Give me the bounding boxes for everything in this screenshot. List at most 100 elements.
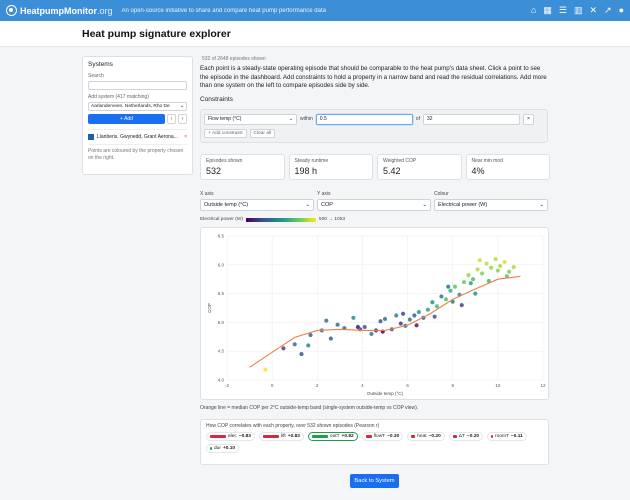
remove-system-button[interactable]: × (184, 134, 187, 140)
search-label: Search (88, 73, 104, 79)
data-point (443, 297, 449, 302)
brand-tld: .org (97, 5, 113, 16)
correlation-bar (452, 435, 457, 438)
data-point (263, 367, 268, 372)
correlation-value: −0.20 (466, 434, 480, 439)
data-point (425, 307, 431, 313)
main-content: 532 of 2648 episodes shown Each point is… (200, 56, 550, 106)
clear-constraints-button[interactable]: Clear all (249, 129, 276, 138)
data-point (414, 322, 419, 328)
data-point (411, 313, 417, 318)
y-tick-label: 5.0 (218, 320, 225, 325)
colour-value: Electrical power (W) (438, 202, 488, 208)
data-point (382, 316, 388, 322)
remove-constraint-button[interactable]: × (522, 113, 534, 125)
system-list-item[interactable]: Llanberis, Gwynedd, Grant Aerona... × (88, 129, 187, 140)
constraint-field-select[interactable]: Flow temp (°C) ⌄ (204, 113, 297, 125)
data-point (416, 309, 422, 315)
scatter-plot[interactable]: -2 0 2 4 6 8 10 12 4.0 4.5 5.0 5.5 6.0 6.5 Outside tem… (201, 228, 550, 401)
correlation-value: +0.83 (287, 434, 300, 439)
data-point (407, 317, 413, 322)
intro-text: Each point is a steady-state operating e… (200, 65, 547, 89)
chevron-down-icon: ⌄ (288, 116, 293, 122)
data-point (305, 343, 311, 348)
constraint-width-input[interactable]: 0.5 (315, 113, 413, 125)
trend-icon[interactable]: ↗ (604, 5, 612, 15)
user-icon[interactable]: ● (618, 5, 624, 15)
add-system-select[interactable]: Aarlanderveen, Netherlands, Rho De ⌄ (88, 102, 187, 111)
home-icon[interactable]: ⌂ (530, 5, 537, 15)
stat-value: 4% (471, 166, 485, 176)
prev-system-button[interactable]: ‹ (167, 114, 176, 124)
list-icon[interactable]: ☰ (558, 5, 567, 15)
correlation-chip[interactable]: dur +0.10 (206, 444, 240, 453)
chevron-down-icon: ⌄ (539, 202, 544, 208)
add-system-button[interactable]: + Add (88, 114, 165, 124)
stat-label: Episodes shown (206, 158, 243, 164)
data-point (502, 259, 507, 265)
data-point (448, 288, 453, 294)
episodes-shown: 532 of 2648 episodes shown (202, 56, 266, 62)
y-axis-title: COP (207, 303, 212, 313)
tools-icon[interactable]: ✕ (589, 5, 598, 15)
x-tick-label: 6 (406, 383, 409, 388)
correlation-chip[interactable]: roomT −0.11 (487, 432, 527, 441)
data-point (493, 256, 498, 262)
data-point (432, 314, 438, 319)
colour-label: Colour (434, 191, 449, 197)
x-tick-label: -2 (225, 383, 229, 388)
brand-tagline: An open-source initiative to share and c… (121, 7, 326, 14)
correlation-chip[interactable]: flowT −0.30 (361, 432, 404, 441)
y-tick-label: 4.5 (218, 349, 225, 354)
chart-icon[interactable]: ▥ (573, 5, 583, 15)
add-system-select-value: Aarlanderveen, Netherlands, Rho De (91, 104, 170, 109)
search-input[interactable] (88, 81, 187, 90)
x-tick-label: 12 (540, 383, 546, 388)
correlation-chip[interactable]: elec −0.83 (206, 432, 255, 441)
correlation-chip[interactable]: ΔT −0.20 (448, 432, 484, 441)
stat-card: Episodes shown 532 (200, 154, 285, 180)
plot-caption: Orange line = median COP per 2°C outside… (200, 405, 419, 411)
logo-icon (6, 5, 17, 16)
correlation-chip[interactable]: outT +0.82 (307, 432, 358, 441)
correlation-name: heat (417, 434, 427, 439)
colour-scale-range: 500 → 1053 (318, 217, 346, 222)
data-point (434, 303, 440, 309)
axis-selectors: X axis Outside temp (°C) ⌄ Y axis COP ⌄ … (200, 191, 550, 211)
correlation-chip[interactable]: lift +0.83 (258, 432, 304, 441)
correlation-bar (311, 435, 328, 438)
data-point (355, 324, 361, 330)
back-to-system-button[interactable]: Back to System (350, 474, 399, 488)
data-point (459, 302, 465, 308)
next-system-button[interactable]: › (178, 114, 187, 124)
add-system-label: Add system (417 matching) (88, 94, 149, 100)
correlation-chip[interactable]: heat −0.20 (407, 432, 445, 441)
correlation-bar (210, 447, 212, 450)
brand-logo[interactable]: HeatpumpMonitor .org (6, 5, 113, 16)
stats-row: Episodes shown 532 Steady runtime 198 h … (200, 154, 550, 180)
nav-icons: ⌂ ▦ ☰ ▥ ✕ ↗ ● (531, 6, 624, 15)
building-icon[interactable]: ▦ (543, 5, 552, 15)
y-axis-select[interactable]: COP ⌄ (317, 199, 431, 211)
correlation-value: −0.11 (510, 434, 523, 439)
colour-scale-bar (245, 217, 316, 222)
constraints-heading: Constraints (200, 95, 233, 103)
sidebar-note: Points are coloured by the property chos… (88, 144, 187, 162)
data-point (472, 291, 478, 296)
x-tick-label: 2 (316, 383, 319, 388)
x-axis-select[interactable]: Outside temp (°C) ⌄ (200, 199, 314, 211)
top-nav-bar: HeatpumpMonitor .org An open-source initi… (0, 0, 630, 21)
x-tick-label: 0 (271, 383, 274, 388)
data-point (445, 284, 451, 290)
colour-select[interactable]: Electrical power (W) ⌄ (434, 199, 548, 211)
y-axis-value: COP (321, 202, 333, 208)
within-label: within (300, 116, 313, 122)
chevron-down-icon: ⌄ (179, 104, 184, 109)
correlation-name: flowT (373, 434, 386, 439)
constraint-center-input[interactable]: 32 (422, 113, 520, 125)
correlation-bar (491, 435, 494, 438)
x-axis-label: X axis (200, 191, 214, 197)
add-constraint-button[interactable]: + Add constraint (204, 129, 247, 138)
systems-sidebar: Systems Search Add system (417 matching)… (82, 56, 193, 175)
data-point (461, 279, 467, 285)
